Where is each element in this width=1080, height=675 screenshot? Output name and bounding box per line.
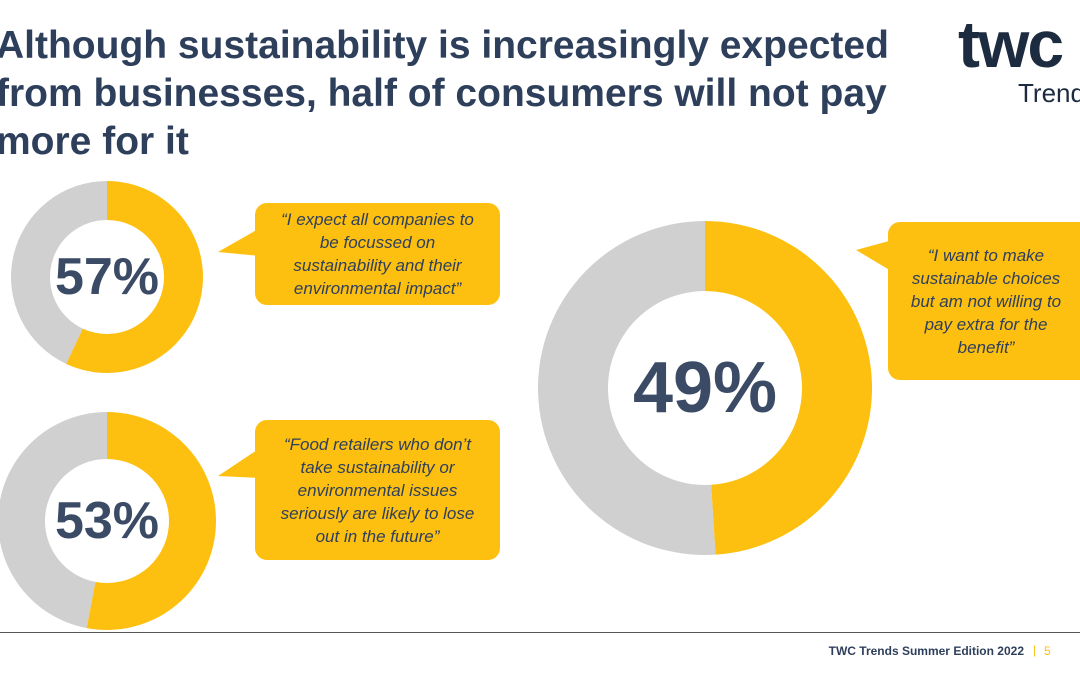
title: Although sustainability is increasingly …: [0, 24, 889, 163]
donut-segment: [0, 412, 107, 629]
donut-segment: [66, 181, 204, 373]
callout-pointer: [218, 228, 260, 256]
value-label: 57%: [55, 248, 159, 306]
quote: “Food retailers who don’t take sustainab…: [255, 420, 500, 560]
quote: “I want to make sustainable choices but …: [888, 222, 1080, 380]
callout-pointer: [218, 448, 260, 478]
quote: “I expect all companies to be focussed o…: [255, 203, 500, 305]
separator: |: [1033, 643, 1037, 657]
donut-segment: [705, 221, 873, 555]
logo: twc: [958, 7, 1064, 81]
donut-segment: [11, 181, 107, 364]
donut-segment: [86, 412, 217, 631]
donut-segment: [538, 221, 716, 555]
footer: TWC Trends Summer Edition 2022: [828, 644, 1024, 658]
value-label: 49%: [633, 348, 777, 428]
value-label: 53%: [55, 492, 159, 550]
page-number: 5: [1044, 644, 1051, 658]
callout-pointer: [856, 240, 893, 272]
footer-rule: [0, 632, 1080, 633]
logo-subtitle: Trends: [1018, 78, 1080, 108]
